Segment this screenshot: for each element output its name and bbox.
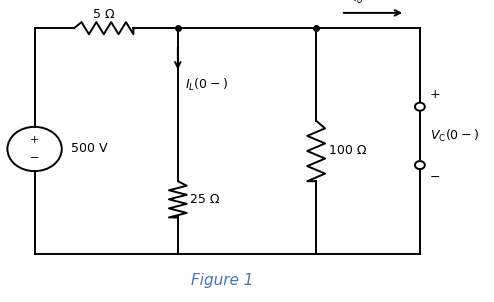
Text: −: − [430, 171, 440, 184]
Text: 500 V: 500 V [71, 143, 107, 156]
Text: 5 Ω: 5 Ω [93, 8, 115, 21]
Text: $I_o$: $I_o$ [353, 0, 364, 6]
Text: Figure 1: Figure 1 [191, 273, 253, 288]
Text: 25 Ω: 25 Ω [190, 193, 220, 206]
Text: 100 Ω: 100 Ω [329, 144, 366, 158]
Text: −: − [30, 153, 39, 163]
Text: $I_L(0-)$: $I_L(0-)$ [185, 76, 228, 93]
Text: $V_{\rm C}(0-)$: $V_{\rm C}(0-)$ [430, 128, 479, 144]
Text: +: + [430, 88, 441, 101]
Text: +: + [30, 135, 39, 145]
